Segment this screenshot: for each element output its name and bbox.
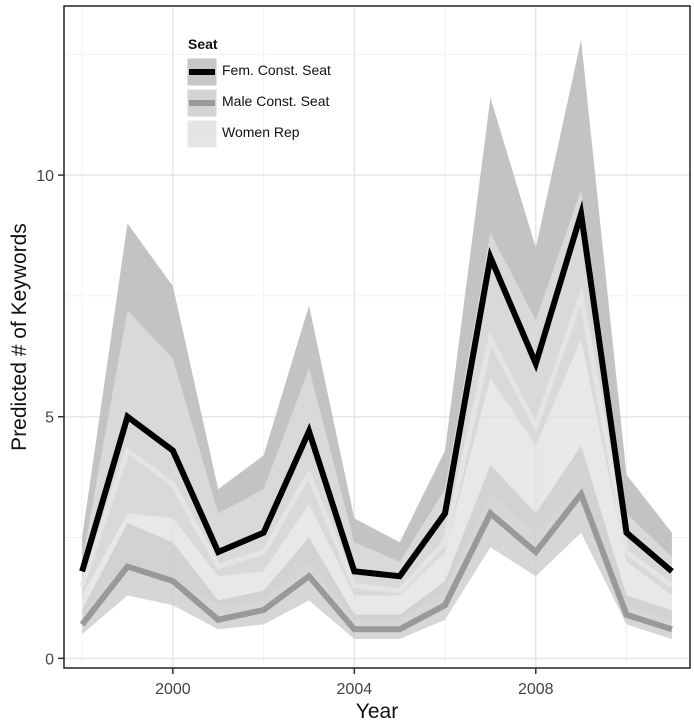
- x-tick-label: 2000: [155, 681, 191, 698]
- women-rep-line: [79, 286, 674, 594]
- legend-label-male: Male Const. Seat: [222, 93, 329, 109]
- y-tick-label: 0: [45, 651, 54, 668]
- male-const-seat-band: [82, 445, 672, 639]
- confidence-bands: [82, 39, 672, 639]
- legend-keys: [186, 57, 218, 149]
- axis-ticks: 2000 2004 2008 0 5 10: [36, 168, 553, 698]
- legend-label-fem: Fem. Const. Seat: [222, 62, 331, 78]
- y-axis-title: Predicted # of Keywords: [8, 223, 31, 451]
- legend: Seat Fem. Const. Seat Male Const. Seat W…: [186, 36, 331, 149]
- x-axis-title: Year: [356, 700, 398, 723]
- series-lines: [79, 199, 674, 633]
- legend-title: Seat: [188, 36, 218, 52]
- legend-label-women-rep: Women Rep: [222, 124, 300, 140]
- y-tick-label: 10: [36, 168, 54, 185]
- y-tick-label: 5: [45, 410, 54, 427]
- fem-const-seat-line: [79, 199, 674, 580]
- x-tick-label: 2008: [518, 681, 554, 698]
- x-tick-label: 2004: [337, 681, 373, 698]
- male-const-seat-line: [79, 487, 673, 633]
- plot-frame: [63, 5, 691, 669]
